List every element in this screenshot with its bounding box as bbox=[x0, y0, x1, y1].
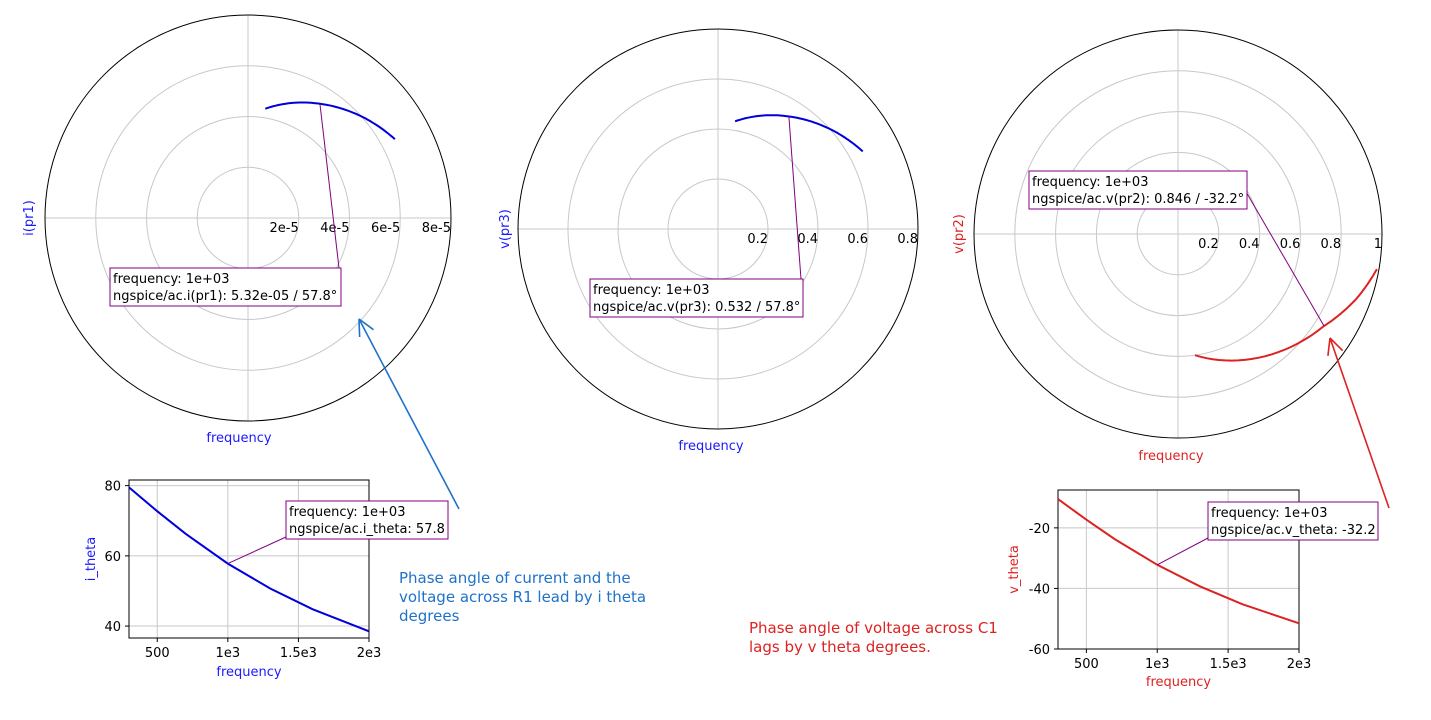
tooltip-text: frequency: 1e+03 bbox=[113, 272, 229, 287]
polar-tick-label: 1 bbox=[1374, 237, 1382, 252]
tooltip-box bbox=[285, 500, 449, 540]
tooltip-text: ngspice/ac.i(pr1): 5.32e-05 / 57.8° bbox=[113, 289, 337, 304]
line-series-curve bbox=[1057, 498, 1300, 625]
marker-leader-line bbox=[788, 116, 802, 280]
polar-i-pr1: 2e-54e-56e-58e-5i(pr1)frequencyfrequency… bbox=[22, 14, 452, 446]
line-xlabel: frequency bbox=[1146, 675, 1212, 690]
polar-tick-label: 0.4 bbox=[1239, 237, 1260, 252]
annotation-line: Phase angle of current and the bbox=[399, 569, 631, 587]
tooltip-text: ngspice/ac.v(pr3): 0.532 / 57.8° bbox=[593, 300, 800, 315]
arrow-current-annotation bbox=[358, 318, 460, 510]
line-xlabel: frequency bbox=[216, 665, 282, 680]
polar-v-pr2: 0.2 0.4 0.6 0.8 1 v(pr2) frequency frequency: 1… bbox=[952, 29, 1383, 464]
line-ylabel: v_theta bbox=[1007, 545, 1022, 594]
polar-tick-label: 0.2 bbox=[747, 232, 768, 247]
y-tick-label: 60 bbox=[104, 550, 121, 565]
marker-tooltip: frequency: 1e+03 ngspice/ac.v(pr3): 0.532… bbox=[589, 278, 804, 318]
tooltip-text: ngspice/ac.i_theta: 57.8 bbox=[289, 522, 445, 537]
x-tick-label: 1e3 bbox=[1145, 657, 1170, 672]
annotation-current-lead: Phase angle of current and the voltage a… bbox=[399, 569, 646, 626]
polar-ylabel: v(pr2) bbox=[952, 214, 967, 254]
polar-ylabel: i(pr1) bbox=[22, 200, 37, 236]
polar-series-curve bbox=[1194, 268, 1378, 362]
polar-xlabel: frequency bbox=[678, 439, 744, 454]
x-tick-label: 2e3 bbox=[1287, 657, 1312, 672]
marker-leader-line bbox=[1244, 189, 1325, 327]
arrow-head bbox=[358, 318, 374, 331]
annotation-line: degrees bbox=[399, 607, 460, 625]
x-tick-label: 500 bbox=[1074, 657, 1099, 672]
polar-outer-circle bbox=[973, 29, 1383, 439]
tooltip-text: frequency: 1e+03 bbox=[289, 505, 405, 520]
tooltip-box bbox=[1207, 501, 1379, 541]
y-tick-label: 40 bbox=[104, 620, 121, 635]
arrow-shaft bbox=[1329, 337, 1390, 509]
line-ylabel: i_theta bbox=[84, 537, 99, 582]
polar-tick-label: 6e-5 bbox=[371, 221, 400, 236]
polar-tick-label: 0.4 bbox=[797, 232, 818, 247]
marker-tooltip: frequency: 1e+03 ngspice/ac.i(pr1): 5.32e… bbox=[109, 267, 342, 307]
marker-tooltip: frequency: 1e+03 ngspice/ac.i_theta: 57.8 bbox=[285, 500, 449, 540]
plot-frame bbox=[128, 479, 370, 639]
marker-tooltip: frequency: 1e+03 ngspice/ac.v(pr2): 0.846… bbox=[1028, 170, 1248, 210]
x-tick-label: 500 bbox=[145, 646, 170, 661]
polar-outer-circle bbox=[44, 14, 452, 422]
arrow-voltage-annotation bbox=[1327, 337, 1390, 509]
tooltip-box bbox=[1028, 170, 1248, 210]
tooltip-box bbox=[589, 278, 804, 318]
polar-outer-circle bbox=[517, 28, 919, 430]
annotation-line: lags by v theta degrees. bbox=[749, 638, 931, 656]
x-tick-label: 1.5e3 bbox=[280, 646, 317, 661]
plot-frame bbox=[1057, 489, 1300, 650]
y-tick-label: -20 bbox=[1029, 522, 1050, 537]
annotation-voltage-lag: Phase angle of voltage across C1 lags by… bbox=[749, 619, 998, 657]
x-tick-label: 1.5e3 bbox=[1210, 657, 1247, 672]
arrow-shaft bbox=[358, 318, 460, 510]
tooltip-text: frequency: 1e+03 bbox=[1211, 506, 1327, 521]
arrow-head bbox=[1329, 337, 1344, 352]
polar-tick-label: 0.6 bbox=[847, 232, 868, 247]
arrow-head bbox=[358, 318, 361, 338]
tooltip-text: ngspice/ac.v(pr2): 0.846 / -32.2° bbox=[1032, 192, 1244, 207]
marker-leader-line bbox=[227, 536, 287, 565]
polar-tick-label: 0.6 bbox=[1280, 237, 1301, 252]
line-i-theta: 500 1e3 1.5e3 2e3 40 60 80 i_theta frequency freq… bbox=[84, 479, 449, 680]
polar-tick-label: 8e-5 bbox=[422, 221, 451, 236]
polar-tick-label: 0.2 bbox=[1198, 237, 1219, 252]
marker-leader-line bbox=[1157, 537, 1209, 566]
x-tick-label: 1e3 bbox=[216, 646, 241, 661]
polar-tick-label: 2e-5 bbox=[270, 221, 299, 236]
polar-xlabel: frequency bbox=[1138, 449, 1204, 464]
line-v-theta: 500 1e3 1.5e3 2e3 -60 -40 -20 v_theta frequency f… bbox=[1007, 489, 1379, 690]
polar-xlabel: frequency bbox=[206, 431, 272, 446]
tooltip-text: ngspice/ac.v_theta: -32.2 bbox=[1211, 523, 1376, 538]
tooltip-text: frequency: 1e+03 bbox=[593, 283, 709, 298]
line-series-curve bbox=[128, 486, 370, 633]
annotation-line: Phase angle of voltage across C1 bbox=[749, 619, 998, 637]
polar-v-pr3: 0.2 0.4 0.6 0.8 v(pr3) frequency frequency: 1e… bbox=[498, 28, 919, 454]
tooltip-text: frequency: 1e+03 bbox=[1032, 175, 1148, 190]
polar-tick-label: 0.8 bbox=[1321, 237, 1342, 252]
arrow-head bbox=[1327, 337, 1331, 356]
y-tick-label: 80 bbox=[104, 480, 121, 495]
polar-ylabel: v(pr3) bbox=[498, 209, 513, 249]
marker-leader-line bbox=[319, 103, 340, 269]
annotation-line: voltage across R1 lead by i theta bbox=[399, 588, 647, 606]
y-tick-label: -60 bbox=[1029, 643, 1050, 658]
tooltip-box bbox=[109, 267, 342, 307]
marker-tooltip: frequency: 1e+03 ngspice/ac.v_theta: -32.… bbox=[1207, 501, 1379, 541]
polar-series-curve bbox=[734, 114, 864, 153]
y-tick-label: -40 bbox=[1029, 582, 1050, 597]
x-tick-label: 2e3 bbox=[357, 646, 382, 661]
polar-tick-label: 0.8 bbox=[897, 232, 918, 247]
polar-series-curve bbox=[264, 101, 396, 140]
